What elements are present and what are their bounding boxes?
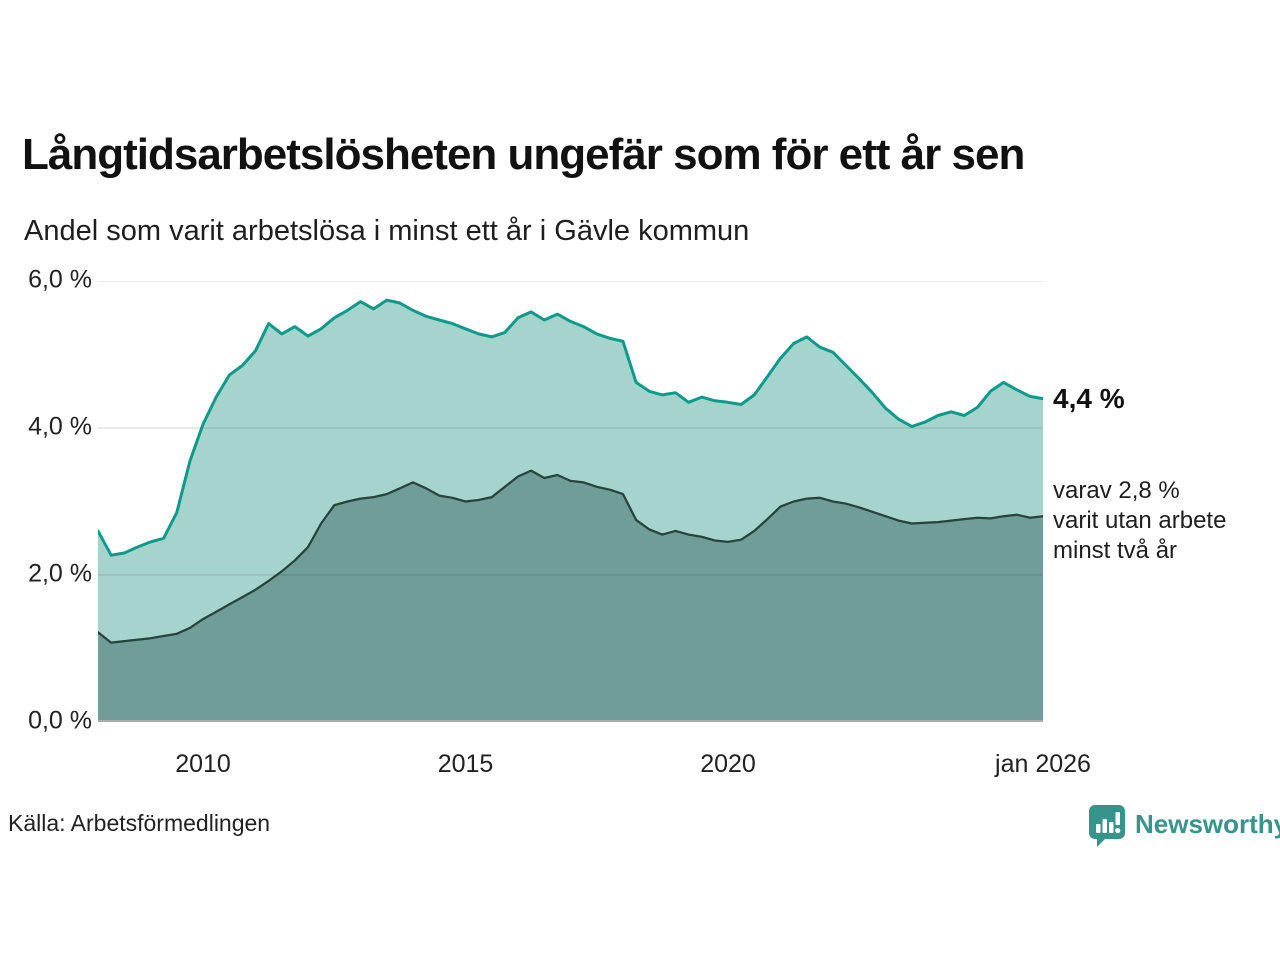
- newsworthy-logo: Newsworthy: [1088, 804, 1280, 853]
- y-tick-label: 0,0 %: [28, 706, 92, 735]
- latest-value-annotation: 4,4 %: [1053, 383, 1125, 414]
- x-tick-label: 2015: [437, 750, 494, 778]
- page-subtitle: Andel som varit arbetslösa i minst ett å…: [24, 215, 750, 247]
- page-title: Långtidsarbetslösheten ungefär som för e…: [22, 130, 1025, 179]
- series-line-1: [98, 469, 1043, 644]
- secondary-annotation-line: minst två år: [1053, 537, 1178, 564]
- x-tick-label: 2020: [700, 750, 756, 778]
- y-tick-label: 2,0 %: [28, 559, 92, 588]
- y-tick-label: 4,0 %: [28, 412, 92, 441]
- series-area-1: [98, 470, 1043, 722]
- x-tick-label: jan 2026: [995, 750, 1091, 778]
- y-tick-label: 6,0 %: [28, 265, 92, 294]
- area-chart-plot: [98, 281, 1043, 722]
- source-caption: Källa: Arbetsförmedlingen: [8, 810, 271, 836]
- secondary-annotation-line: varit utan arbete: [1053, 507, 1227, 534]
- secondary-annotation: varav 2,8 % varit utan arbete minst två …: [1053, 476, 1226, 566]
- series-line-0: [98, 298, 1043, 557]
- x-tick-label: 2010: [175, 750, 231, 778]
- bar-chart-speech-bubble-icon: [1088, 804, 1126, 853]
- secondary-annotation-line: varav 2,8 %: [1053, 477, 1180, 504]
- newsworthy-wordmark: Newsworthy: [1135, 809, 1280, 839]
